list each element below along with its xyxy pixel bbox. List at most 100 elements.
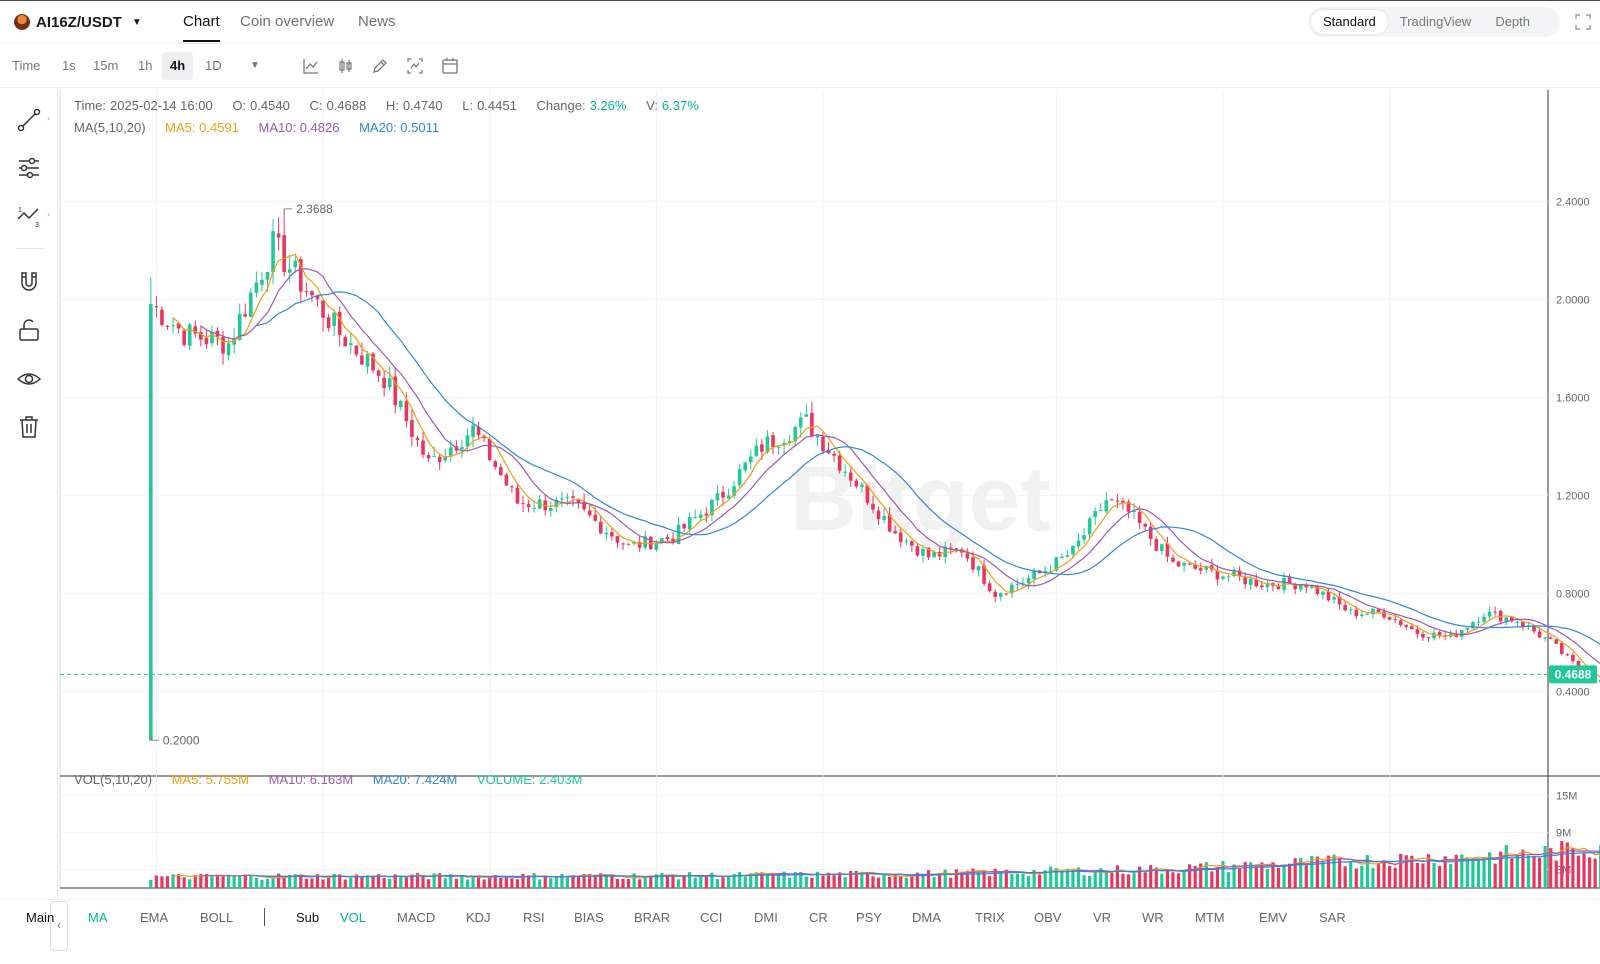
- chevron-down-icon[interactable]: ▼: [250, 60, 260, 71]
- indicator-macd[interactable]: MACD: [397, 910, 436, 925]
- candle-body: [1065, 555, 1070, 558]
- indicator-ma[interactable]: MA: [88, 910, 108, 925]
- timeframe-15m[interactable]: 15m: [93, 58, 119, 73]
- candle-body: [693, 517, 698, 519]
- price-tick-label: 1.6000: [1556, 392, 1590, 404]
- volume-bar: [1065, 869, 1070, 888]
- view-depth[interactable]: Depth: [1495, 14, 1531, 29]
- volume-bar: [1510, 858, 1514, 888]
- volume-bar: [1221, 860, 1225, 888]
- volume-bar: [1421, 863, 1425, 888]
- compare-icon[interactable]: [406, 57, 424, 75]
- timeframe-1s[interactable]: 1s: [62, 58, 76, 73]
- candle-body: [182, 330, 186, 346]
- candle-body: [815, 435, 820, 438]
- indicator-bias[interactable]: BIAS: [574, 910, 604, 925]
- volume-bar: [288, 875, 292, 888]
- candle-body: [360, 355, 364, 365]
- indicator-vr[interactable]: VR: [1093, 910, 1112, 925]
- volume-bar: [1026, 876, 1031, 888]
- candle-body: [526, 504, 531, 508]
- indicator-sar[interactable]: SAR: [1319, 910, 1346, 925]
- timeframe-time[interactable]: Time: [12, 58, 41, 73]
- fullscreen-icon[interactable]: [1574, 13, 1592, 31]
- indicator-mtm[interactable]: MTM: [1195, 910, 1225, 925]
- candle-body: [576, 499, 581, 504]
- volume-bar: [565, 877, 570, 888]
- candle-body: [993, 591, 997, 597]
- volume-bar: [671, 875, 675, 888]
- open-value: 0.4540: [250, 98, 290, 113]
- volume-bar: [599, 873, 603, 888]
- volume-bar: [1521, 849, 1525, 888]
- candle-body: [648, 536, 653, 550]
- volume-bar: [510, 878, 514, 888]
- volume-bar: [421, 876, 425, 888]
- tab-coin-overview[interactable]: Coin overview: [240, 13, 335, 30]
- calendar-icon[interactable]: [441, 57, 459, 75]
- indicator-ema[interactable]: EMA: [140, 910, 169, 925]
- magnet-icon[interactable]: [16, 269, 42, 295]
- trash-icon[interactable]: [16, 414, 42, 440]
- indicator-rsi[interactable]: RSI: [523, 910, 545, 925]
- expand-arrow-icon[interactable]: ›: [47, 113, 50, 123]
- tab-news[interactable]: News: [358, 13, 396, 30]
- candle-body: [1282, 577, 1286, 591]
- candle-body: [432, 456, 436, 458]
- candle-body: [299, 259, 303, 292]
- candle-body: [1576, 660, 1581, 670]
- volume-bar: [1210, 871, 1214, 888]
- indicator-boll[interactable]: BOLL: [200, 910, 234, 925]
- pair-selector[interactable]: AI16Z/USDT ▼: [14, 11, 142, 33]
- lock-icon[interactable]: [16, 317, 42, 343]
- volume-bar: [493, 875, 497, 888]
- view-tradingview[interactable]: TradingView: [1399, 14, 1472, 29]
- volume-bar: [1010, 874, 1014, 888]
- line-chart-icon[interactable]: [302, 57, 320, 75]
- line-tool-icon[interactable]: [16, 107, 42, 133]
- indicator-emv[interactable]: EMV: [1259, 910, 1288, 925]
- pencil-icon[interactable]: [371, 57, 389, 75]
- candle-body: [1098, 510, 1103, 512]
- indicator-cr[interactable]: CR: [809, 910, 828, 925]
- indicator-bar: Main MA EMA BOLL Sub VOL MACD KDJ RSI BI…: [0, 899, 1600, 935]
- price-tick-label: 0.4000: [1556, 686, 1590, 698]
- candle-body: [349, 343, 353, 346]
- timeframe-1h[interactable]: 1h: [138, 58, 153, 73]
- indicator-brar[interactable]: BRAR: [634, 910, 671, 925]
- indicator-obv[interactable]: OBV: [1034, 910, 1062, 925]
- indicator-dma[interactable]: DMA: [912, 910, 941, 925]
- filter-settings-icon[interactable]: [16, 155, 42, 181]
- indicator-psy[interactable]: PSY: [856, 910, 883, 925]
- tab-chart[interactable]: Chart: [183, 13, 220, 42]
- candlestick-icon[interactable]: [337, 57, 355, 75]
- volume-bar: [1399, 853, 1403, 888]
- candle-body: [204, 337, 209, 345]
- indicator-cci[interactable]: CCI: [700, 910, 723, 925]
- collapse-sidebar-button[interactable]: ‹: [50, 901, 68, 951]
- indicator-kdj[interactable]: KDJ: [466, 910, 491, 925]
- timeframe-1d[interactable]: 1D: [205, 58, 222, 73]
- volume-bar: [376, 874, 381, 888]
- fibonacci-icon[interactable]: 1 3: [16, 203, 42, 229]
- candle-body: [1426, 637, 1431, 639]
- current-price-label: 0.4688: [1555, 667, 1592, 681]
- candle-body: [865, 485, 870, 504]
- candle-body: [682, 523, 686, 529]
- indicator-trix[interactable]: TRIX: [975, 910, 1005, 925]
- view-standard[interactable]: Standard: [1311, 10, 1388, 34]
- eye-icon[interactable]: [16, 366, 42, 392]
- indicator-dmi[interactable]: DMI: [754, 910, 778, 925]
- price-chart[interactable]: 2.4000 2.0000 1.6000 1.2000 0.8000 0.4000 15M 9…: [0, 0, 1600, 899]
- candle-body: [1232, 571, 1236, 577]
- volume-bar: [704, 876, 708, 888]
- candle-body: [1365, 613, 1370, 615]
- expand-arrow-icon[interactable]: ›: [47, 209, 50, 219]
- indicator-vol[interactable]: VOL: [340, 910, 367, 925]
- volume-bar: [626, 878, 631, 888]
- vol-ma10-value: MA10: 6.163M: [268, 772, 354, 787]
- volume-bar: [810, 877, 814, 888]
- timeframe-4h[interactable]: 4h: [162, 52, 194, 80]
- indicator-wr[interactable]: WR: [1142, 910, 1164, 925]
- volume-bar: [1238, 868, 1242, 888]
